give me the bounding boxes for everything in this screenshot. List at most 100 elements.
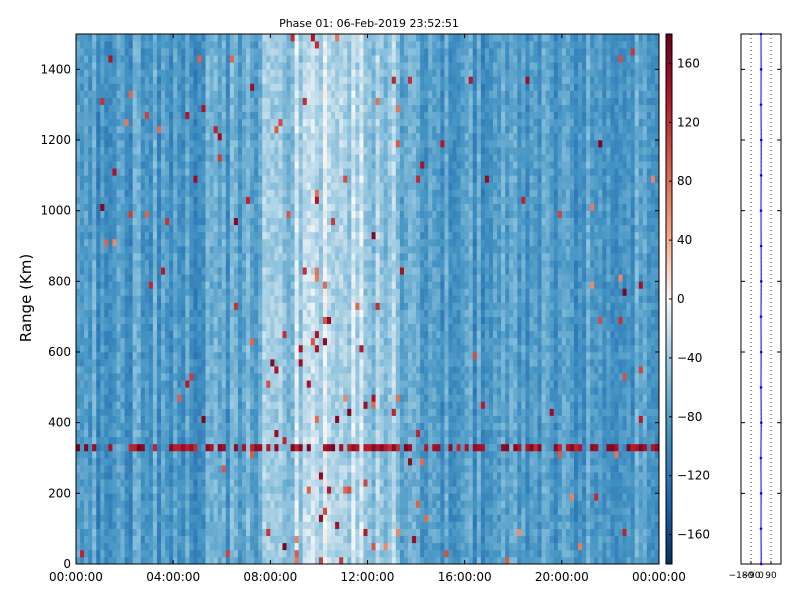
- heatmap-cell: [266, 556, 271, 565]
- heatmap-cell: [169, 274, 174, 282]
- heatmap-cell: [165, 48, 170, 56]
- heatmap-cell: [282, 514, 287, 522]
- heatmap-cell: [314, 154, 320, 162]
- heatmap-cell: [120, 253, 125, 261]
- heatmap-cell: [270, 472, 275, 480]
- heatmap-cell: [322, 500, 328, 508]
- heatmap-cell: [201, 556, 206, 565]
- heatmap-cell: [282, 118, 287, 127]
- heatmap-cell: [96, 288, 101, 296]
- heatmap-cell: [112, 514, 117, 522]
- heatmap-cell: [181, 542, 186, 551]
- heatmap-cell: [331, 274, 336, 282]
- heatmap-cell: [250, 507, 255, 515]
- heatmap-cell: [310, 34, 316, 42]
- heatmap-cell: [189, 429, 194, 438]
- heatmap-cell: [156, 224, 162, 233]
- heatmap-cell: [339, 528, 344, 537]
- heatmap-cell: [181, 97, 186, 105]
- heatmap-cell: [302, 507, 308, 515]
- heatmap-cell: [92, 429, 97, 438]
- heatmap-cell: [80, 203, 85, 211]
- heatmap-cell: [221, 366, 227, 374]
- heatmap-cell: [339, 500, 344, 508]
- heatmap-cell: [274, 323, 279, 332]
- heatmap-cell: [165, 352, 170, 360]
- heatmap-cell: [116, 104, 121, 113]
- heatmap-cell: [136, 210, 142, 219]
- heatmap-cell: [76, 450, 81, 459]
- heatmap-cell: [262, 472, 267, 480]
- heatmap-cell: [225, 330, 231, 339]
- heatmap-cell: [88, 55, 93, 63]
- heatmap-cell: [290, 514, 295, 522]
- heatmap-cell: [96, 302, 101, 310]
- heatmap-cell: [335, 373, 340, 381]
- heatmap-cell: [88, 408, 93, 416]
- heatmap-cell: [201, 479, 206, 487]
- heatmap-cell: [116, 34, 121, 42]
- heatmap-cell: [217, 90, 223, 98]
- heatmap-cell: [189, 267, 194, 275]
- heatmap-cell: [302, 295, 308, 303]
- heatmap-cell: [221, 556, 227, 565]
- heatmap-cell: [189, 34, 194, 42]
- heatmap-cell: [314, 125, 320, 134]
- heatmap-cell: [306, 521, 312, 529]
- heatmap-cell: [104, 500, 109, 508]
- heatmap-cell: [217, 458, 223, 466]
- heatmap-cell: [339, 76, 344, 84]
- heatmap-cell: [225, 323, 231, 332]
- heatmap-cell: [241, 380, 247, 388]
- heatmap-cell: [108, 76, 113, 84]
- heatmap-cell: [132, 189, 138, 197]
- heatmap-cell: [241, 549, 247, 558]
- heatmap-cell: [88, 125, 93, 134]
- heatmap-cell: [205, 352, 210, 360]
- heatmap-cell: [286, 125, 291, 134]
- heatmap-cell: [246, 359, 251, 367]
- heatmap-cell: [310, 359, 316, 367]
- heatmap-cell: [213, 309, 218, 317]
- heatmap-cell: [165, 458, 170, 466]
- heatmap-cell: [201, 323, 206, 332]
- heatmap-cell: [100, 104, 105, 113]
- heatmap-cell: [124, 443, 129, 452]
- heatmap-cell: [327, 486, 332, 494]
- heatmap-cell: [177, 344, 182, 353]
- heatmap-cell: [221, 493, 227, 501]
- heatmap-cell: [112, 90, 117, 98]
- heatmap-cell: [290, 125, 295, 134]
- heatmap-cell: [217, 535, 223, 544]
- heatmap-cell: [116, 436, 121, 445]
- heatmap-cell: [193, 246, 198, 254]
- heatmap-cell: [209, 549, 214, 558]
- heatmap-cell: [290, 295, 295, 303]
- heatmap-cell: [225, 154, 231, 162]
- heatmap-cell: [165, 76, 170, 84]
- heatmap-cell: [124, 246, 129, 254]
- heatmap-cell: [322, 147, 328, 155]
- heatmap-cell: [189, 486, 194, 494]
- heatmap-cell: [213, 323, 218, 332]
- heatmap-cell: [116, 465, 121, 473]
- heatmap-cell: [112, 55, 117, 63]
- heatmap-cell: [96, 203, 101, 211]
- heatmap-cell: [306, 253, 312, 261]
- heatmap-cell: [266, 323, 271, 332]
- heatmap-cell: [181, 154, 186, 162]
- heatmap-cell: [136, 90, 142, 98]
- heatmap-cell: [112, 528, 117, 537]
- heatmap-cell: [258, 83, 263, 91]
- heatmap-cell: [185, 147, 190, 155]
- heatmap-cell: [120, 154, 125, 162]
- heatmap-cell: [343, 380, 348, 388]
- heatmap-cell: [84, 359, 89, 367]
- heatmap-cell: [108, 231, 113, 240]
- heatmap-cell: [254, 132, 259, 141]
- heatmap-cell: [246, 465, 251, 473]
- heatmap-cell: [76, 132, 81, 141]
- heatmap-cell: [225, 104, 231, 113]
- heatmap-cell: [250, 48, 255, 56]
- heatmap-cell: [314, 394, 320, 402]
